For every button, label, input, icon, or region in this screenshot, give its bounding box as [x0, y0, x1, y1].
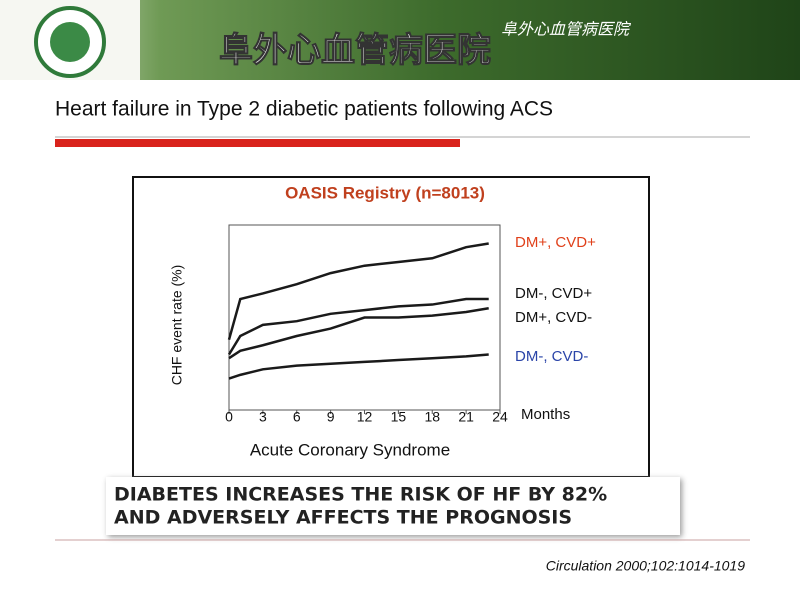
series-line — [227, 242, 489, 341]
legend-label: DM-, CVD- — [515, 348, 588, 365]
banner-box — [106, 477, 680, 535]
legend-label: DM+, CVD- — [515, 309, 592, 326]
x-tick-label: 24 — [492, 409, 508, 425]
citation: Circulation 2000;102:1014-1019 — [546, 558, 745, 574]
x-tick-label: 3 — [259, 409, 267, 425]
x-tick-label: 15 — [391, 409, 407, 425]
title-accent — [55, 139, 460, 147]
series-line — [227, 297, 489, 356]
x-tick-label: 18 — [424, 409, 440, 425]
logo-inner — [50, 22, 90, 62]
banner-line: DIABETES INCREASES THE RISK OF HF BY 82% — [114, 484, 607, 506]
x-tick-label: 6 — [293, 409, 301, 425]
x-tick-label: 21 — [458, 409, 474, 425]
x-tick-label: 9 — [327, 409, 335, 425]
header-subtitle: 阜外心血管病医院 — [501, 20, 632, 39]
x-axis-label: Acute Coronary Syndrome — [250, 440, 450, 459]
y-axis-label: CHF event rate (%) — [169, 265, 185, 386]
series-line — [228, 307, 489, 360]
slide-title: Heart failure in Type 2 diabetic patient… — [55, 98, 553, 121]
header-title: 阜外心血管病医院 — [219, 31, 491, 71]
series-line — [228, 353, 489, 380]
chart-title: OASIS Registry (n=8013) — [285, 183, 485, 202]
legend-label: DM+, CVD+ — [515, 234, 596, 251]
chart-frame — [132, 176, 650, 478]
legend-label: DM-, CVD+ — [515, 285, 592, 302]
banner-line: AND ADVERSELY AFFECTS THE PROGNOSIS — [114, 507, 572, 529]
x-tick-label: 12 — [357, 409, 373, 425]
x-tick-label: 0 — [225, 409, 233, 425]
x-unit: Months — [521, 406, 570, 423]
